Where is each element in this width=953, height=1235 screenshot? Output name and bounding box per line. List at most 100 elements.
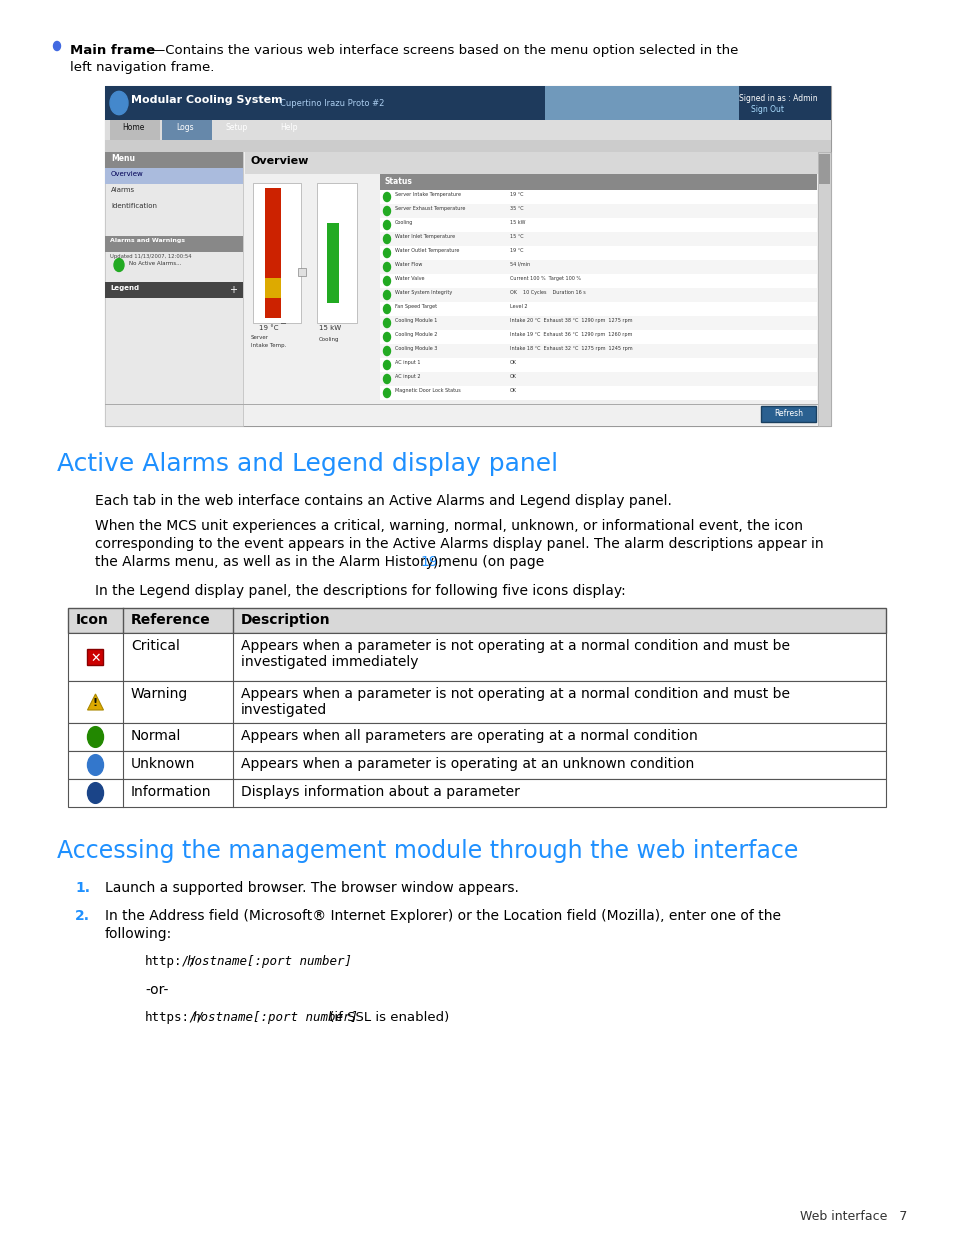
Text: Server Intake Temperature: Server Intake Temperature — [395, 191, 460, 198]
Circle shape — [383, 248, 390, 258]
Text: https://: https:// — [145, 1011, 205, 1024]
Text: Intake 18 °C  Exhaust 32 °C  1275 rpm  1245 rpm: Intake 18 °C Exhaust 32 °C 1275 rpm 1245… — [510, 346, 632, 351]
Text: Normal: Normal — [131, 729, 181, 743]
Text: the Alarms menu, as well as in the Alarm History menu (on page: the Alarms menu, as well as in the Alarm… — [95, 555, 548, 569]
Text: Water Outlet Temperature: Water Outlet Temperature — [395, 248, 459, 253]
Bar — [379, 246, 816, 261]
Text: OK: OK — [510, 388, 517, 393]
Text: i: i — [93, 788, 97, 798]
Text: Legend: Legend — [110, 285, 139, 291]
Bar — [379, 358, 816, 372]
Text: Magnetic Door Lock Status: Magnetic Door Lock Status — [395, 388, 460, 393]
Text: Web interface   7: Web interface 7 — [800, 1210, 906, 1223]
Text: Accessing the management module through the web interface: Accessing the management module through … — [57, 839, 798, 863]
Text: Displays information about a parameter: Displays information about a parameter — [241, 785, 519, 799]
Text: Alarms: Alarms — [111, 186, 135, 193]
Text: In the Legend display panel, the descriptions for following five icons display:: In the Legend display panel, the descrip… — [95, 584, 625, 598]
Circle shape — [383, 221, 390, 230]
Text: Active Alarms and Legend display panel: Active Alarms and Legend display panel — [57, 452, 558, 475]
Text: investigated immediately: investigated immediately — [241, 655, 418, 669]
Text: 15 kW: 15 kW — [510, 220, 525, 225]
Text: +: + — [229, 285, 236, 295]
Text: Overview: Overview — [111, 170, 144, 177]
Bar — [379, 232, 816, 246]
Text: Water Flow: Water Flow — [395, 262, 422, 267]
Circle shape — [383, 277, 390, 285]
Bar — [297, 268, 306, 275]
Bar — [379, 190, 816, 204]
Text: In the Address field (Microsoft® Internet Explorer) or the Location field (Mozil: In the Address field (Microsoft® Interne… — [105, 909, 781, 923]
Text: http://: http:// — [145, 955, 197, 968]
Text: Overview: Overview — [251, 156, 309, 165]
Text: Intake 20 °C  Exhaust 38 °C  1290 rpm  1275 rpm: Intake 20 °C Exhaust 38 °C 1290 rpm 1275… — [510, 317, 632, 324]
Text: Refresh: Refresh — [774, 409, 802, 417]
Text: Launch a supported browser. The browser window appears.: Launch a supported browser. The browser … — [105, 881, 518, 895]
Bar — [379, 204, 816, 219]
Bar — [379, 303, 816, 316]
Text: AC input 2: AC input 2 — [395, 374, 420, 379]
Circle shape — [113, 258, 124, 272]
Text: 19 °C: 19 °C — [510, 248, 523, 253]
Text: hp: hp — [115, 99, 123, 105]
Text: Signed in as : Admin: Signed in as : Admin — [739, 94, 817, 103]
Circle shape — [383, 263, 390, 272]
Bar — [105, 120, 830, 140]
Text: Cooling Module 1: Cooling Module 1 — [395, 317, 436, 324]
Bar — [88, 650, 103, 664]
Text: Appears when all parameters are operating at a normal condition: Appears when all parameters are operatin… — [241, 729, 697, 743]
Text: 19 °C: 19 °C — [510, 191, 523, 198]
Text: 19 °C: 19 °C — [258, 325, 278, 331]
Text: Each tab in the web interface contains an Active Alarms and Legend display panel: Each tab in the web interface contains a… — [95, 494, 671, 508]
Circle shape — [383, 319, 390, 327]
Text: Reference: Reference — [131, 613, 211, 627]
Text: Water Valve: Water Valve — [395, 275, 424, 282]
Text: Appears when a parameter is operating at an unknown condition: Appears when a parameter is operating at… — [241, 757, 694, 771]
Bar — [105, 152, 830, 426]
Text: Main frame: Main frame — [70, 44, 155, 57]
Text: Unknown: Unknown — [131, 757, 195, 771]
Text: OK: OK — [510, 374, 517, 379]
Polygon shape — [88, 694, 103, 710]
Text: Level 2: Level 2 — [510, 304, 527, 309]
Text: investigated: investigated — [241, 703, 327, 718]
Bar — [818, 154, 829, 184]
Bar — [379, 372, 816, 387]
Circle shape — [383, 305, 390, 314]
Bar — [68, 722, 885, 751]
Bar — [265, 298, 281, 317]
Bar — [68, 608, 885, 634]
Text: Server: Server — [251, 335, 269, 340]
Circle shape — [383, 235, 390, 243]
Text: ?: ? — [92, 760, 98, 769]
Bar — [379, 316, 816, 330]
Bar — [316, 183, 356, 324]
Bar — [105, 140, 830, 152]
Bar — [245, 152, 830, 174]
Text: Water System Integrity: Water System Integrity — [395, 290, 452, 295]
Text: Menu: Menu — [111, 154, 135, 163]
Text: ✓: ✓ — [91, 732, 100, 742]
Circle shape — [383, 389, 390, 398]
Text: hostname[:port number]: hostname[:port number] — [193, 1011, 357, 1024]
Text: Help: Help — [280, 124, 297, 132]
Text: 35 °C: 35 °C — [510, 206, 523, 211]
Bar — [379, 330, 816, 345]
Text: -or-: -or- — [145, 983, 168, 997]
Bar — [817, 152, 830, 426]
Text: When the MCS unit experiences a critical, warning, normal, unknown, or informati: When the MCS unit experiences a critical… — [95, 519, 802, 534]
Text: 15 °C: 15 °C — [510, 233, 523, 240]
Bar — [162, 120, 212, 140]
Bar — [110, 120, 160, 140]
Text: Setup: Setup — [226, 124, 248, 132]
Text: AC input 1: AC input 1 — [395, 359, 420, 366]
Text: Cupertino Irazu Proto #2: Cupertino Irazu Proto #2 — [280, 99, 384, 107]
Circle shape — [110, 91, 128, 115]
Text: ✕: ✕ — [91, 652, 101, 664]
Bar — [379, 219, 816, 232]
Text: Sign Out: Sign Out — [750, 105, 783, 114]
Bar — [105, 236, 243, 252]
Text: ).: ). — [433, 555, 442, 569]
Text: corresponding to the event appears in the Active Alarms display panel. The alarm: corresponding to the event appears in th… — [95, 537, 822, 551]
Text: Water Inlet Temperature: Water Inlet Temperature — [395, 233, 455, 240]
Text: Cooling: Cooling — [395, 220, 413, 225]
